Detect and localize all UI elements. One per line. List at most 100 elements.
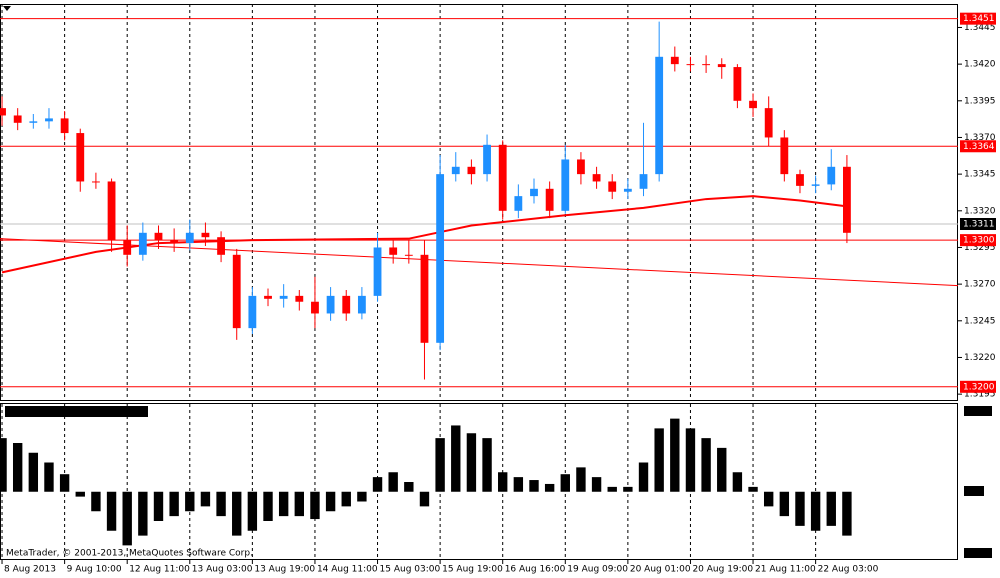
oscillator-bar bbox=[263, 491, 273, 521]
osc-scale-box bbox=[964, 486, 984, 496]
oscillator-bar bbox=[404, 482, 414, 492]
oscillator-bar bbox=[685, 428, 696, 492]
current-price-label: 1.3311 bbox=[963, 220, 995, 230]
level-box bbox=[960, 380, 996, 393]
candle-body bbox=[279, 295, 288, 299]
candle-body bbox=[13, 115, 22, 123]
oscillator-bar bbox=[232, 491, 242, 536]
oscillator-bar bbox=[278, 491, 289, 517]
y-tick-label: 1.3220 bbox=[964, 353, 996, 363]
oscillator-bar bbox=[294, 491, 305, 517]
level-box bbox=[960, 12, 996, 25]
level-box bbox=[960, 234, 996, 247]
oscillator-bar bbox=[732, 472, 743, 492]
candle-body bbox=[764, 108, 773, 138]
oscillator-bar bbox=[763, 491, 774, 507]
oscillator-bar bbox=[842, 491, 852, 536]
oscillator-bar bbox=[372, 477, 383, 492]
oscillator-bar bbox=[0, 438, 7, 492]
oscillator-bar bbox=[169, 491, 179, 517]
candle-body bbox=[467, 166, 476, 175]
x-tick-label: 14 Aug 11:00 bbox=[317, 565, 378, 575]
oscillator-bar bbox=[607, 486, 617, 492]
candle-body bbox=[91, 181, 100, 183]
x-tick-label: 16 Aug 16:00 bbox=[505, 565, 566, 575]
x-tick-label: 20 Aug 19:00 bbox=[692, 565, 753, 575]
candle-body bbox=[248, 295, 257, 329]
candle-body bbox=[170, 240, 179, 244]
candle-body bbox=[623, 188, 632, 192]
y-tick-label: 1.3245 bbox=[964, 316, 996, 326]
candle-body bbox=[780, 137, 789, 175]
candle-body bbox=[717, 64, 726, 68]
trend-line bbox=[0, 238, 959, 287]
candle-body bbox=[796, 174, 804, 186]
y-tick-label: 1.3270 bbox=[964, 280, 996, 290]
candle-body bbox=[264, 295, 272, 299]
y-tick-label: 1.3320 bbox=[964, 206, 996, 216]
candle-body bbox=[404, 254, 413, 256]
x-tick-label: 15 Aug 03:00 bbox=[380, 565, 441, 575]
oscillator-bar bbox=[623, 486, 633, 492]
x-tick-label: 8 Aug 2013 bbox=[4, 565, 56, 575]
oscillator-bar bbox=[12, 443, 23, 492]
candle-body bbox=[232, 254, 241, 329]
oscillator-bar bbox=[638, 462, 649, 492]
copyright: MetaTrader, © 2001-2013, MetaQuotes Soft… bbox=[6, 549, 253, 559]
x-tick-label: 9 Aug 10:00 bbox=[67, 565, 122, 575]
y-tick-label: 1.3370 bbox=[964, 133, 996, 143]
candle-body bbox=[154, 232, 163, 241]
y-tick-label: 1.3420 bbox=[964, 60, 996, 70]
oscillator-bar bbox=[138, 491, 148, 536]
oscillator-bar bbox=[106, 491, 117, 531]
y-tick-label: 1.3345 bbox=[964, 170, 996, 180]
candle-body bbox=[389, 247, 398, 255]
osc-scale-box bbox=[964, 548, 992, 558]
oscillator-bar bbox=[325, 491, 336, 512]
candle-body bbox=[592, 174, 601, 182]
candle-body bbox=[76, 133, 85, 182]
oscillator-bar bbox=[451, 425, 461, 492]
candle-body bbox=[561, 159, 570, 211]
oscillator-bar bbox=[701, 438, 711, 492]
current-price-box bbox=[960, 218, 996, 230]
candle-body bbox=[733, 67, 742, 101]
menu-arrow[interactable] bbox=[3, 6, 11, 11]
candle-body bbox=[45, 118, 53, 122]
oscillator-bar bbox=[185, 491, 195, 512]
candle-body bbox=[639, 174, 648, 189]
oscillator-bar bbox=[153, 491, 164, 521]
oscillator-bar bbox=[75, 491, 85, 497]
oscillator-bar bbox=[670, 418, 680, 492]
candle-body bbox=[217, 237, 225, 255]
y-tick-label: 1.3395 bbox=[964, 96, 996, 106]
candle-body bbox=[138, 232, 147, 255]
candle-body bbox=[530, 188, 538, 197]
oscillator-bar bbox=[498, 472, 508, 492]
oscillator-bar bbox=[560, 474, 570, 492]
oscillator-bar bbox=[544, 483, 555, 492]
oscillator-bar bbox=[91, 491, 101, 512]
candle-body bbox=[342, 295, 351, 314]
oscillator-bar bbox=[591, 477, 602, 492]
oscillator-bar bbox=[216, 491, 226, 517]
y-tick-label: 1.3195 bbox=[964, 390, 996, 400]
oscillator-bar bbox=[795, 491, 805, 526]
candle-body bbox=[29, 121, 38, 123]
level-label: 1.3200 bbox=[963, 382, 995, 392]
y-tick-label: 1.3295 bbox=[964, 243, 996, 253]
x-tick-label: 19 Aug 09:00 bbox=[567, 565, 628, 575]
candle-body bbox=[702, 64, 711, 66]
oscillator-bar bbox=[779, 491, 790, 517]
level-label: 1.3364 bbox=[963, 142, 995, 152]
candle-body bbox=[749, 100, 757, 109]
candle-body bbox=[185, 232, 194, 244]
oscillator-bar bbox=[717, 447, 727, 492]
oscillator-bar bbox=[247, 491, 258, 531]
osc-scale-box bbox=[964, 406, 992, 416]
oscillator-bar bbox=[44, 462, 54, 492]
main-frame bbox=[0, 4, 958, 401]
oscillator-bar bbox=[341, 491, 351, 507]
oscillator-bar bbox=[419, 491, 430, 507]
